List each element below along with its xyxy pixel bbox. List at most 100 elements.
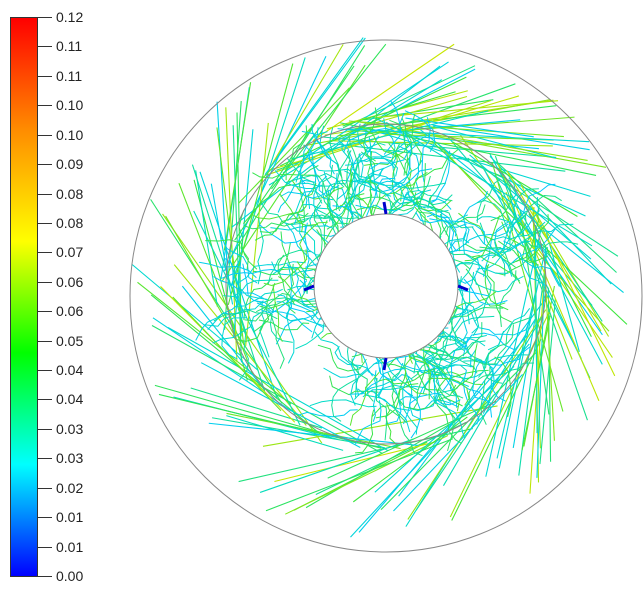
streamline xyxy=(405,117,534,138)
streamline xyxy=(479,320,531,336)
streamline xyxy=(406,399,459,412)
outer-boundary-circle xyxy=(129,39,643,553)
streamline xyxy=(472,359,495,406)
streamline xyxy=(462,191,488,240)
streamline xyxy=(181,285,266,391)
streamline xyxy=(351,358,374,402)
streamline xyxy=(429,218,485,245)
streamline xyxy=(191,164,266,392)
colorbar-tick-label: 0.03 xyxy=(56,450,84,467)
streamline xyxy=(277,294,328,320)
streamline xyxy=(253,282,276,333)
streamline xyxy=(309,399,377,408)
streamline xyxy=(329,127,343,178)
streamline xyxy=(453,243,521,254)
streamline xyxy=(238,209,249,270)
streamline xyxy=(495,245,542,276)
streamline xyxy=(364,140,417,166)
streamline xyxy=(363,107,378,162)
streamline xyxy=(301,130,335,175)
streamline xyxy=(265,308,293,343)
streamline xyxy=(389,119,409,175)
streamline xyxy=(385,121,593,247)
streamline xyxy=(287,190,334,222)
streamline xyxy=(226,412,401,450)
streamline xyxy=(158,393,382,449)
streamline xyxy=(224,100,242,330)
streamline xyxy=(213,309,278,322)
colorbar-tick-label: 0.07 xyxy=(56,244,84,261)
streamline xyxy=(262,405,498,447)
streamline xyxy=(371,390,411,433)
streamline xyxy=(355,409,375,454)
colorbar-tick xyxy=(38,17,52,18)
streamline xyxy=(518,194,562,221)
streamline xyxy=(374,100,559,119)
streamline xyxy=(493,208,533,251)
streamline xyxy=(359,179,411,205)
streamline xyxy=(439,353,498,365)
streamline xyxy=(445,204,486,235)
streamline xyxy=(366,136,374,190)
streamline xyxy=(503,240,547,287)
streamline xyxy=(299,221,328,263)
streamline xyxy=(485,324,514,369)
streamline xyxy=(446,322,483,370)
colorbar-tick-label: 0.09 xyxy=(56,156,84,173)
streamline xyxy=(544,269,555,441)
streamline xyxy=(474,275,524,293)
colorbar-tick-label: 0.01 xyxy=(56,538,84,555)
streamline xyxy=(391,356,407,406)
streamline xyxy=(428,393,466,439)
streamline xyxy=(458,276,480,336)
streamline xyxy=(480,366,491,425)
colorbar-tick xyxy=(38,399,52,401)
streamline xyxy=(422,349,474,369)
streamline xyxy=(383,100,401,155)
streamline xyxy=(433,125,557,159)
streamline xyxy=(224,257,244,318)
colorbar-tick-label: 0.11 xyxy=(56,38,83,55)
colorbar-tick xyxy=(38,105,52,107)
colorbar-tick xyxy=(38,517,52,519)
streamline xyxy=(172,296,282,412)
streamline xyxy=(482,166,582,360)
streamline xyxy=(232,129,254,338)
streamline xyxy=(313,175,334,229)
colorbar-tick-label: 0.06 xyxy=(56,303,84,320)
colorbar-tick-label: 0.00 xyxy=(56,568,84,584)
streamline xyxy=(507,228,556,267)
blade xyxy=(457,284,469,292)
streamline xyxy=(280,184,340,199)
streamline xyxy=(442,308,461,359)
streamline xyxy=(372,370,378,422)
streamline xyxy=(357,388,411,411)
blade xyxy=(303,284,315,292)
streamline xyxy=(403,367,424,421)
streamline xyxy=(404,110,436,153)
streamline xyxy=(131,264,259,372)
streamline xyxy=(499,270,517,327)
streamline xyxy=(461,301,474,346)
streamline xyxy=(485,362,535,376)
streamline xyxy=(357,123,392,159)
streamline xyxy=(520,257,560,287)
streamline xyxy=(268,79,443,186)
streamline xyxy=(199,261,257,279)
streamline xyxy=(285,434,449,515)
streamline xyxy=(474,270,492,322)
streamline xyxy=(378,367,436,385)
streamline xyxy=(364,177,396,225)
streamline xyxy=(154,384,340,439)
streamline xyxy=(255,298,317,313)
streamline xyxy=(205,239,258,270)
streamline xyxy=(402,376,418,435)
streamline xyxy=(476,214,526,224)
streamline xyxy=(290,223,330,265)
streamline xyxy=(436,369,489,392)
streamline xyxy=(436,142,610,332)
streamline xyxy=(452,141,578,217)
streamline xyxy=(438,330,448,379)
streamline xyxy=(402,163,426,207)
